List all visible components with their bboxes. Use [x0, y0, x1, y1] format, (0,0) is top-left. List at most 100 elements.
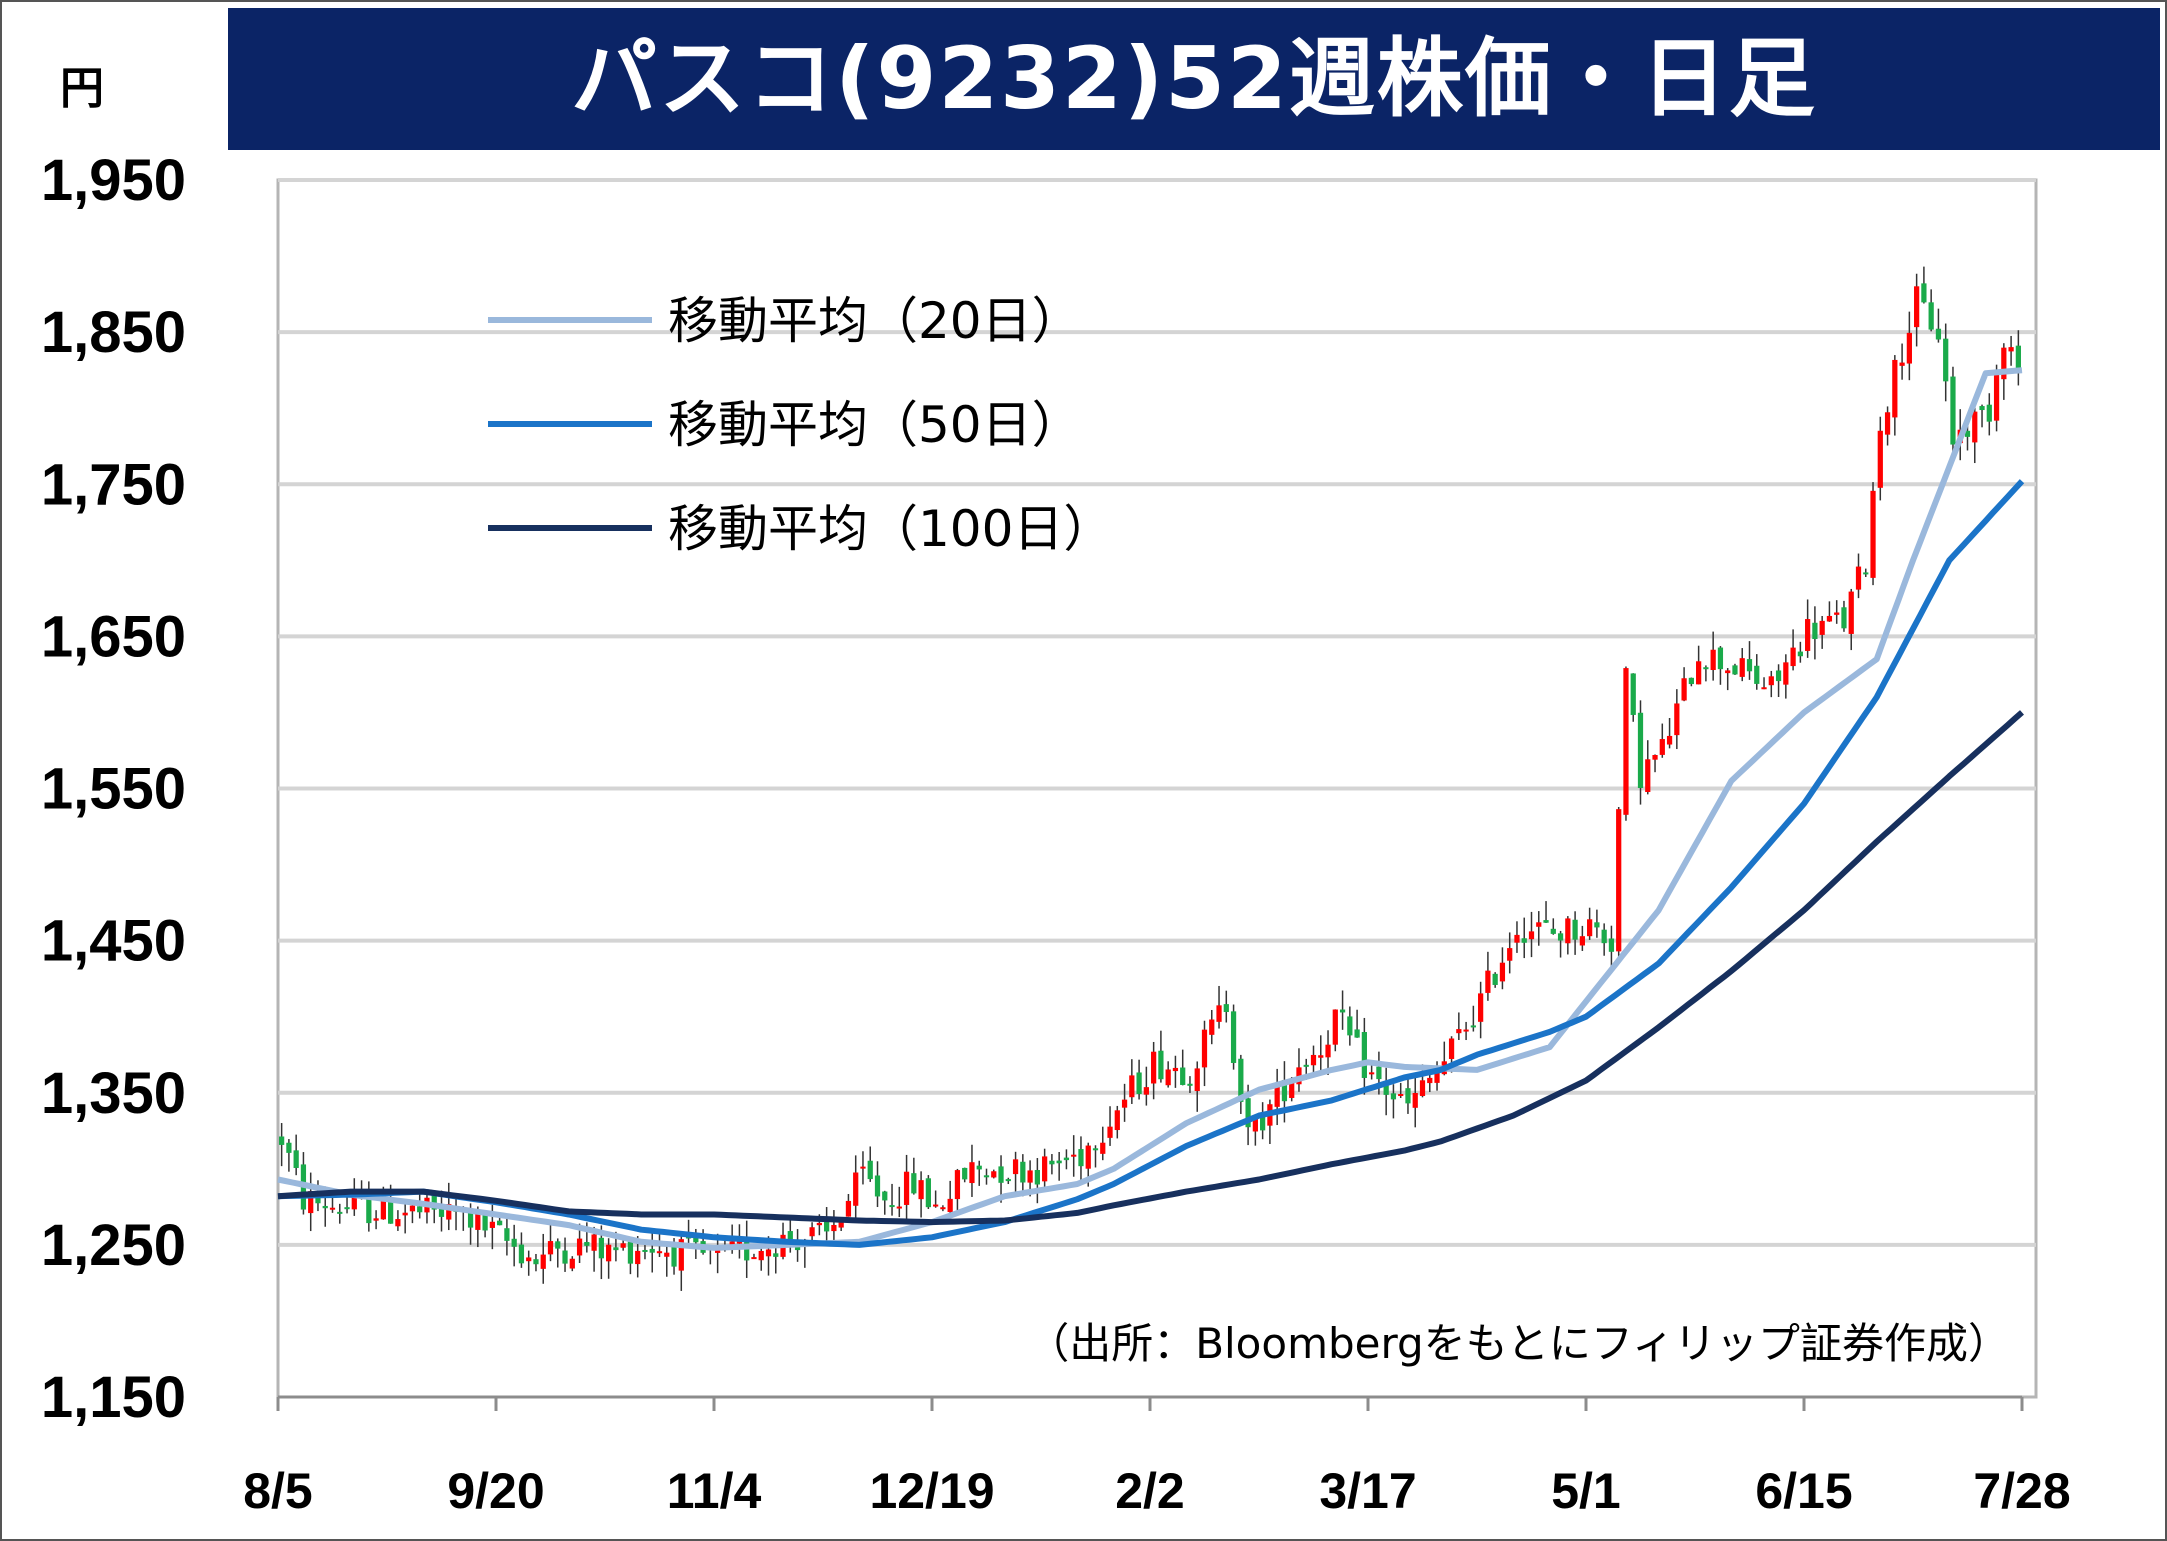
candle-up [1528, 931, 1535, 940]
candle-up [1790, 647, 1796, 667]
candle-down [1550, 928, 1556, 934]
grid-lines [278, 178, 2036, 1247]
candle-up [1129, 1075, 1135, 1098]
candle-up [489, 1221, 495, 1228]
candle-up [1121, 1099, 1128, 1108]
candle-up [402, 1212, 408, 1216]
candle-down [388, 1198, 394, 1224]
candle-up [664, 1252, 670, 1257]
candle-up [1085, 1145, 1091, 1169]
candle-up [860, 1166, 866, 1169]
candle-down [1863, 572, 1869, 575]
candle-up [991, 1171, 997, 1178]
candle-up [715, 1249, 721, 1253]
candle-up [620, 1243, 626, 1248]
candle-up [540, 1254, 546, 1269]
candle-down [1928, 302, 1934, 330]
x-tick-label: 12/19 [869, 1463, 994, 1519]
candle-down [497, 1220, 503, 1226]
candle-down [598, 1237, 604, 1259]
candle-up [1783, 662, 1789, 685]
axes: 1,950 1,850 1,750 1,650 1,550 1,450 1,350 1,250… [41, 148, 2071, 1519]
candle-down [1049, 1160, 1055, 1165]
y-tick-label: 1,950 [41, 148, 186, 213]
candle-down [1717, 647, 1724, 670]
y-tick-label: 1,750 [41, 452, 186, 517]
candle-down [417, 1206, 423, 1213]
moving-averages [277, 367, 2025, 1251]
candle-down [1354, 1029, 1360, 1038]
candle-up [1507, 948, 1513, 961]
candle-up [809, 1227, 815, 1237]
candle-down [337, 1211, 343, 1214]
candle-up [1499, 962, 1506, 982]
candle-up [1536, 922, 1542, 927]
candle-down [1986, 404, 1992, 422]
candle-up [838, 1220, 844, 1228]
candle-down [482, 1212, 488, 1231]
source-note: （出所：Bloombergをもとにフィリップ証券作成） [1027, 1319, 2010, 1368]
candle-up [1587, 919, 1593, 937]
candle-up [1448, 1038, 1455, 1059]
candle-down [1543, 920, 1549, 923]
candle-down [1063, 1157, 1070, 1161]
candle-down [1390, 1093, 1397, 1100]
candle-down [787, 1231, 793, 1240]
candle-up [1834, 612, 1840, 615]
candle-down [649, 1248, 655, 1253]
candle-up [1100, 1142, 1106, 1154]
candle-down [1078, 1149, 1084, 1167]
candles [279, 266, 2021, 1291]
candle-up [446, 1204, 452, 1220]
candle-down [1688, 677, 1694, 685]
candle-up [409, 1205, 416, 1212]
candle-down [1303, 1064, 1309, 1067]
candle-up [918, 1180, 924, 1200]
candle-down [911, 1173, 917, 1194]
candle-up [373, 1218, 379, 1221]
chart-title: パスコ(9232)52週株価・日足 [571, 29, 1817, 129]
candle-down [1092, 1148, 1099, 1151]
candle-down [1158, 1050, 1164, 1080]
candle-down [279, 1136, 285, 1145]
moving-average-line-2 [277, 710, 2024, 1226]
candle-up [1739, 658, 1745, 677]
candle-up [308, 1191, 314, 1214]
candle-up [475, 1211, 481, 1230]
candle-down [1775, 670, 1782, 682]
candle-up [831, 1224, 837, 1232]
candle-up [1172, 1067, 1179, 1072]
candle-down [1746, 659, 1753, 672]
candle-up [1906, 332, 1912, 364]
candle-up [1659, 739, 1665, 755]
candle-up [1434, 1070, 1440, 1083]
candle-down [1281, 1080, 1288, 1102]
candle-up [1209, 1019, 1215, 1035]
candle-up [1826, 615, 1833, 622]
candle-down [1187, 1083, 1193, 1086]
candle-down [1361, 1032, 1367, 1078]
candle-down [467, 1213, 474, 1228]
candle-up [1899, 362, 1905, 366]
candle-down [2015, 345, 2021, 372]
candle-down [1056, 1160, 1062, 1164]
y-tick-label: 1,650 [41, 604, 186, 669]
candle-up [947, 1198, 953, 1213]
legend-label-1: 移動平均（50日） [668, 396, 1082, 454]
candle-up [1993, 374, 2000, 421]
candle-up [606, 1244, 612, 1262]
candle-up [1848, 591, 1854, 634]
candle-up [526, 1257, 532, 1262]
candle-up [380, 1195, 386, 1220]
candle-down [504, 1228, 510, 1241]
candle-up [1855, 566, 1862, 590]
candle-down [976, 1165, 982, 1170]
candle-up [969, 1162, 975, 1184]
candle-down [1754, 665, 1760, 684]
candle-up [1012, 1159, 1019, 1175]
candle-up [547, 1241, 554, 1255]
candle-up [1332, 1009, 1338, 1045]
candle-up [351, 1195, 357, 1210]
candle-down [925, 1178, 931, 1208]
candle-down [1594, 922, 1600, 928]
